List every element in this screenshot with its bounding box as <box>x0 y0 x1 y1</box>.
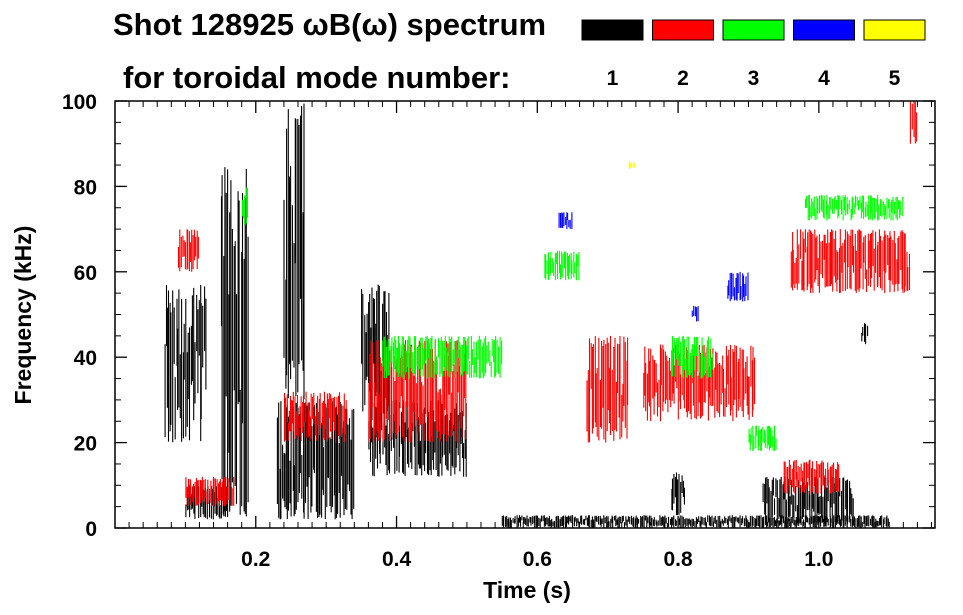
feature-mode-2-7 <box>783 459 840 494</box>
feature-mode-2-9 <box>909 101 918 144</box>
feature-mode-1-5 <box>283 103 305 400</box>
feature-mode-2-2 <box>177 229 199 272</box>
x-tick-label: 0.2 <box>241 548 270 571</box>
legend-label-mode-3: 3 <box>748 67 760 90</box>
legend-label-mode-1: 1 <box>607 67 619 90</box>
feature-mode-2-5 <box>586 335 629 443</box>
feature-mode-3-3 <box>544 250 580 281</box>
feature-mode-1-9 <box>671 472 685 516</box>
legend-swatch-mode-3 <box>722 19 785 41</box>
series-mode-4 <box>558 212 749 322</box>
y-tick-label: 40 <box>74 347 97 370</box>
x-tick-label: 0.4 <box>382 548 412 571</box>
feature-mode-2-1 <box>185 476 235 507</box>
x-tick-label: 0.6 <box>523 548 552 571</box>
feature-mode-4-2 <box>727 271 749 302</box>
legend-swatch-mode-1 <box>581 19 644 41</box>
legend-label-mode-5: 5 <box>889 67 901 90</box>
series-mode-3 <box>241 187 904 451</box>
legend: 1 2 3 4 5 <box>581 19 926 90</box>
legend-swatch-mode-5 <box>863 19 926 41</box>
feature-mode-1-11 <box>861 323 869 345</box>
legend-swatch-mode-4 <box>793 19 855 41</box>
chart-title: Shot 128925 ωB(ω) spectrum <box>113 7 546 42</box>
feature-mode-3-2 <box>382 335 503 379</box>
feature-mode-4-1 <box>691 306 699 322</box>
series-mode-2 <box>177 101 918 507</box>
feature-mode-5-1 <box>628 161 636 169</box>
feature-mode-4-3 <box>558 212 573 229</box>
x-tick-label: 0.8 <box>663 548 693 571</box>
x-axis-label: Time (s) <box>483 577 571 603</box>
feature-mode-3-1 <box>241 187 249 226</box>
y-tick-label: 0 <box>85 518 97 541</box>
legend-label-mode-4: 4 <box>818 67 830 90</box>
feature-mode-3-5 <box>748 425 777 451</box>
plot-data <box>164 101 918 528</box>
axes: 0.2 0.4 0.6 0.8 1.0 0 20 40 60 80 100 <box>62 91 935 571</box>
series-mode-5 <box>628 161 636 169</box>
y-tick-label: 80 <box>74 176 97 199</box>
feature-mode-3-4 <box>671 335 714 379</box>
feature-mode-2-3 <box>283 391 347 443</box>
legend-swatch-mode-2 <box>652 19 714 41</box>
legend-label-mode-2: 2 <box>677 67 689 90</box>
feature-mode-1-3 <box>220 167 249 518</box>
y-tick-label: 60 <box>74 262 97 285</box>
y-tick-label: 20 <box>74 433 97 456</box>
feature-mode-1-1 <box>164 285 207 443</box>
x-tick-label: 1.0 <box>804 548 833 571</box>
chart-subtitle: for toroidal mode number: <box>123 60 511 95</box>
y-tick-label: 100 <box>62 91 97 114</box>
y-axis-label: Frequency (kHz) <box>10 226 36 405</box>
feature-mode-3-6 <box>804 195 904 221</box>
feature-mode-2-8 <box>790 229 911 294</box>
